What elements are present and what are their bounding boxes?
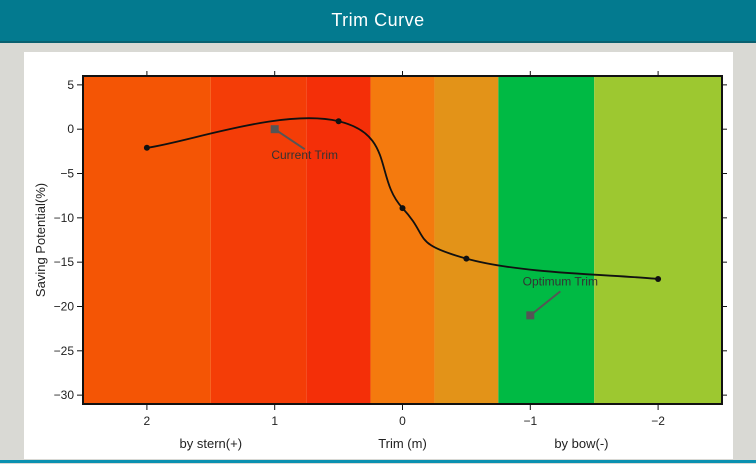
current-trim-label: Current Trim xyxy=(271,148,338,162)
optimum-trim-label: Optimum Trim xyxy=(523,274,598,288)
x-tick-label-1: 1 xyxy=(271,414,278,428)
trim-band-2 xyxy=(306,76,371,404)
trim-band-4 xyxy=(434,76,499,404)
trim-zone-bands xyxy=(83,76,722,404)
x-tick-label-3: −1 xyxy=(523,414,537,428)
current-trim-pointer xyxy=(274,128,306,151)
y-tick-label-3: −10 xyxy=(54,211,75,225)
data-point-2 xyxy=(399,205,406,212)
y-axis: 5 0 −5 −10 −15 −20 −25 −30 xyxy=(54,78,727,402)
y-tick-label-5: −20 xyxy=(54,299,75,313)
x-tick-label-0: 2 xyxy=(144,414,151,428)
series-line-0 xyxy=(146,117,659,280)
trim-band-5 xyxy=(498,76,595,404)
current-trim-marker xyxy=(270,125,279,134)
optimum-trim-marker xyxy=(526,311,535,320)
trim-band-0 xyxy=(83,76,211,404)
x-axis-label: Trim (m) xyxy=(378,436,427,451)
trim-curve-chart: Current Trim Optimum Trim 2 1 0 −1 −2 5 0 −5 −10… xyxy=(33,71,727,451)
y-tick-label-6: −25 xyxy=(54,344,75,358)
data-point-0 xyxy=(143,144,150,151)
data-point-1 xyxy=(335,118,342,125)
y-tick-label-0: 5 xyxy=(67,78,74,92)
trim-band-1 xyxy=(210,76,307,404)
data-point-4 xyxy=(655,276,662,283)
data-point-3 xyxy=(463,255,470,262)
y-axis-label: Saving Potential(%) xyxy=(33,183,48,297)
chart-title: Trim Curve xyxy=(0,0,756,43)
y-tick-label-4: −15 xyxy=(54,255,75,269)
x-tick-label-2: 0 xyxy=(399,414,406,428)
x-axis-bow-label: by bow(-) xyxy=(554,436,608,451)
trim-markers: Current Trim Optimum Trim xyxy=(270,125,598,320)
x-axis: 2 1 0 −1 −2 xyxy=(144,71,665,428)
trim-curve-line xyxy=(143,117,662,283)
x-axis-stern-label: by stern(+) xyxy=(180,436,243,451)
y-tick-label-7: −30 xyxy=(54,388,75,402)
x-tick-label-4: −2 xyxy=(651,414,665,428)
chart-panel: Current Trim Optimum Trim 2 1 0 −1 −2 5 0 −5 −10… xyxy=(24,52,733,459)
optimum-trim-pointer xyxy=(529,290,561,317)
y-tick-label-1: 0 xyxy=(67,122,74,136)
bottom-border xyxy=(0,460,756,463)
trim-band-6 xyxy=(594,76,722,404)
y-tick-label-2: −5 xyxy=(60,167,74,181)
